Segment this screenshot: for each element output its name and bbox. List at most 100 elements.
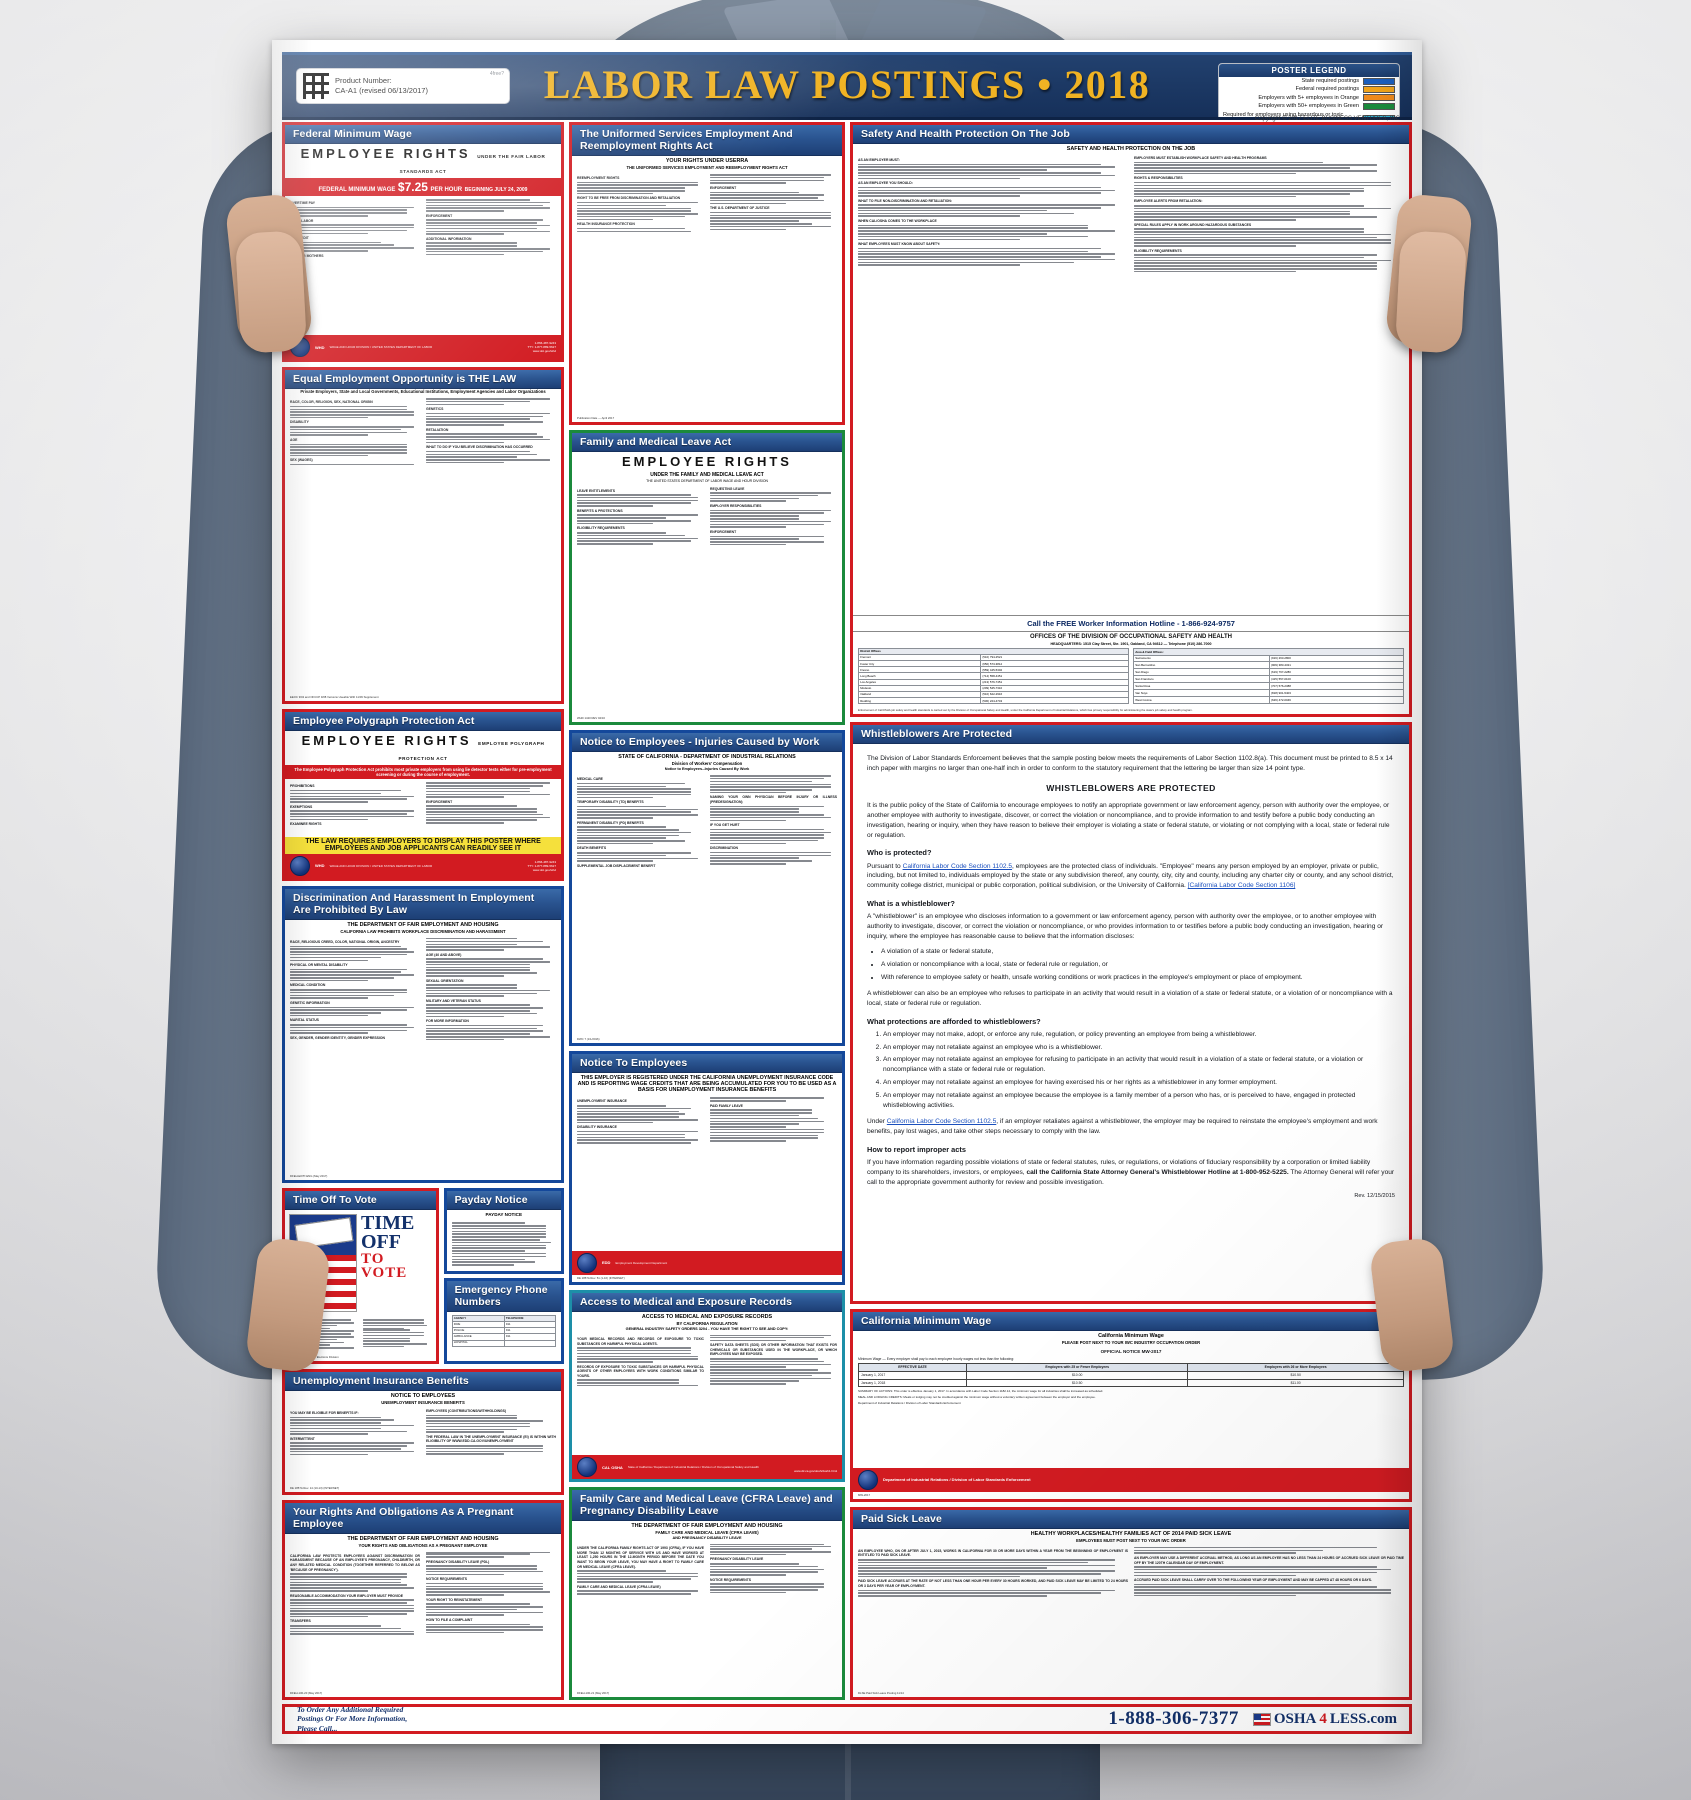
posting-section-heading: Reasonable accommodation your employer m… [290,1594,420,1599]
office-name: Sacramento [1134,655,1270,662]
posting-text-block [1134,162,1404,175]
posting-notice-to-employees-edd[interactable]: Notice To Employees THIS EMPLOYER IS REGI… [569,1051,845,1285]
agency-contact: 1-866-487-9243 TTY: 1-877-889-5627 www.dol… [527,860,556,872]
labor-code-link-1102-5b[interactable]: California Labor Code Section 1102.5 [887,1118,996,1125]
whistleblower-a3-list: An employer may not make, adopt, or enfo… [883,1030,1395,1111]
osha-hotline[interactable]: Call the FREE Worker Information Hotline… [853,615,1409,632]
agency-name: Department of Industrial Relations / Div… [883,1477,1031,1482]
posting-safety-and-health-protection[interactable]: Safety And Health Protection On The Job S… [850,122,1412,717]
posting-footnote: WHD 1420 REV 04/16 [572,715,842,722]
posting-section-heading: Your medical records and records of expo… [577,1337,704,1346]
posting-notice-injuries-caused-by-work[interactable]: Notice to Employees - Injuries Caused by… [569,730,845,1046]
posting-section-heading: California law protects employees agains… [290,1554,420,1572]
posting-section-heading: FAMILY CARE AND MEDICAL LEAVE (CFRA LEAV… [577,1585,704,1590]
posting-text-block [290,989,420,999]
posting-unemployment-insurance-benefits[interactable]: Unemployment Insurance Benefits NOTICE TO… [282,1369,564,1495]
whistleblower-a3-post: Under California Labor Code Section 1102… [867,1117,1395,1137]
fingers-upper-left [235,230,307,353]
posting-text-block [577,514,704,524]
posting-section-heading: AGE (40 AND ABOVE) [426,953,556,958]
posting-text-block [710,1583,837,1593]
labor-law-poster[interactable]: Product Number: CA-A1 (revised 06/13/201… [272,40,1422,1744]
office-name: Redding [859,698,981,704]
office-row: Sacramento (916) 263-2800 [1134,655,1404,662]
posting-uniformed-services-userra[interactable]: The Uniformed Services Employment And Re… [569,122,845,425]
posting-section-heading: Safety Data Sheets (SDS) or other inform… [710,1343,837,1357]
posting-paid-sick-leave[interactable]: Paid Sick Leave HEALTHY WORKPLACES/HEALTH… [850,1507,1412,1700]
posting-section-heading: HEALTH INSURANCE PROTECTION [577,222,704,227]
posting-pregnant-employee-rights[interactable]: Your Rights And Obligations As A Pregnan… [282,1500,564,1700]
posting-section-heading: MARITAL STATUS [290,1018,420,1023]
posting-text-block [710,775,837,793]
order-instructions-text: To Order Any Additional Required Postings… [297,1705,407,1733]
posting-section-heading: THE U.S. DEPARTMENT OF JUSTICE [710,206,837,211]
wage-effective-date: January 1, 2018 [859,1379,967,1387]
posting-footnote: Publication Date — April 2017 [572,415,842,422]
office-row: San Diego (619) 767-2280 [1134,669,1404,676]
posting-access-to-medical-exposure-records[interactable]: Access to Medical and Exposure Records AC… [569,1290,845,1482]
posting-section-heading: ELIGIBILITY REQUIREMENTS [1134,249,1404,254]
posting-text-block [577,806,704,819]
posting-text-block [710,1563,837,1576]
posting-text-block [710,212,837,230]
posting-family-and-medical-leave-act[interactable]: Family and Medical Leave Act EMPLOYEE RIG… [569,430,845,726]
posting-equal-employment-opportunity[interactable]: Equal Employment Opportunity is THE LAW P… [282,367,564,704]
posting-text-block [426,984,556,997]
posting-text-block [710,1358,837,1368]
legend-row: Employers with 50+ employees in Green [1219,102,1399,110]
legend-row: Employers with 5+ employees in Orange [1219,94,1399,102]
posting-section-heading: OVERTIME PAY [290,201,420,206]
posting-section-heading: DISABILITY [290,420,420,425]
posting-body: AS AN EMPLOYER MUST: AS AN EMPLOYEE YOU S… [853,153,1409,615]
time-off-to-vote-title: TIME OFF TO VOTE [361,1214,432,1312]
posting-title: SAFETY AND HEALTH PROTECTION ON THE JOB [853,144,1409,153]
posting-payday-notice[interactable]: Payday Notice PAYDAY NOTICE [444,1188,564,1274]
posting-section-heading: SEX (WAGES) [290,458,420,463]
agency-name: WHD [315,345,325,350]
posting-title: HEALTHY WORKPLACES/HEALTHY FAMILIES ACT … [853,1529,1409,1538]
wage-amount: $11.00 [1188,1379,1404,1387]
posting-discrimination-harassment-prohibited[interactable]: Discrimination And Harassment In Employm… [282,886,564,1183]
posting-section-heading: FOR MORE INFORMATION [426,1019,556,1024]
official-notice-label: OFFICIAL NOTICE MW-2017 [858,1349,1404,1355]
posting-emergency-phone-numbers[interactable]: Emergency Phone Numbers AGENCY TELEPHONE FI… [444,1278,564,1364]
order-information-bar[interactable]: To Order Any Additional Required Postings… [282,1704,1412,1734]
legend-color-swatch [1363,86,1395,93]
whistleblower-hotline[interactable]: call the California State Attorney Gener… [1026,1169,1288,1176]
list-item: With reference to employee safety or hea… [881,973,1395,983]
posting-section-heading: Accrued paid sick leave shall carry over… [1134,1578,1404,1583]
posting-federal-minimum-wage[interactable]: Federal Minimum Wage EMPLOYEE RIGHTS UNDE… [282,122,564,362]
agency-banner: WHD WAGE AND HOUR DIVISION / UNITED STATE… [285,335,561,359]
posting-text-block [290,810,420,820]
poster-column-grid: Federal Minimum Wage EMPLOYEE RIGHTS UNDE… [282,122,1412,1700]
posting-title: NOTICE TO EMPLOYEES [285,1391,561,1400]
osha4less-brand-logo[interactable]: OSHA 4 LESS.com [1253,1711,1397,1728]
posting-text-block [426,199,556,212]
office-phone: (909) 383-4321 [1269,662,1403,669]
posting-text-block [426,433,556,443]
labor-code-link-1106[interactable]: [California Labor Code Section 1106] [1188,882,1296,889]
posting-text-block [577,852,704,862]
posting-california-minimum-wage[interactable]: California Minimum Wage California Minimu… [850,1309,1412,1502]
agency-subtitle: WAGE AND HOUR DIVISION / UNITED STATES D… [330,345,433,349]
posting-text-block [1134,254,1404,272]
posting-section-heading: EMPLOYER RESPONSIBILITIES [710,504,837,509]
posting-whistleblowers-are-protected[interactable]: Whistleblowers Are Protected The Division… [850,722,1412,1303]
agency-banner: WHD WAGE AND HOUR DIVISION / UNITED STATE… [285,854,561,878]
posting-section-heading: NURSING MOTHERS [290,254,420,259]
posting-section-heading: Permanent Disability (PD) Benefits [577,821,704,826]
posting-text-block [577,494,704,507]
order-phone-number[interactable]: 1-888-306-7377 [1108,1708,1238,1730]
posting-cfra-pregnancy-disability-leave[interactable]: Family Care and Medical Leave (CFRA Leav… [569,1487,845,1700]
labor-code-link-1102-5[interactable]: California Labor Code Section 1102.5 [903,863,1012,870]
office-phone: (626) 472-0046 [1269,697,1403,704]
legend-row-label: State required postings [1301,77,1359,85]
agency-contact: 1-866-487-9243 TTY: 1-877-889-5627 www.dol… [527,341,556,353]
posting-employee-polygraph-protection-act[interactable]: Employee Polygraph Protection Act EMPLOYE… [282,709,564,881]
posting-header-emergency-phone: Emergency Phone Numbers [447,1281,561,1312]
posting-title: THE DEPARTMENT OF FAIR EMPLOYMENT AND HO… [285,920,561,929]
list-item: A violation or noncompliance with a loca… [881,960,1395,970]
posting-title: THIS EMPLOYER IS REGISTERED UNDER THE CA… [572,1073,842,1094]
posting-section-heading: ENFORCEMENT [710,530,837,535]
posting-section-heading: CHILD LABOR [290,219,420,224]
